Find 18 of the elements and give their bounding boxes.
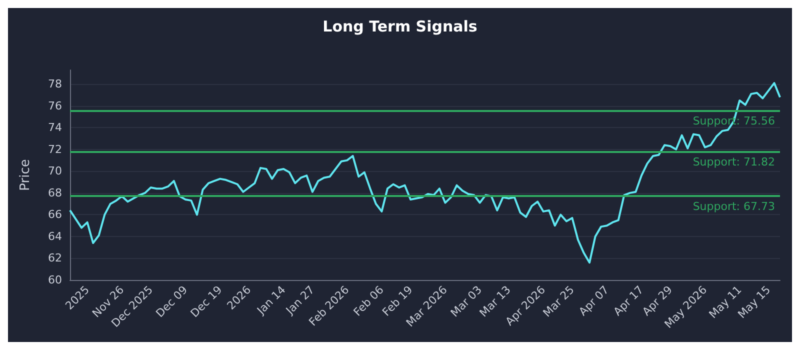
y-tick-label: 74 <box>48 121 62 134</box>
y-axis-title: Price <box>18 159 33 191</box>
line-series <box>69 82 781 264</box>
y-tick-label: 72 <box>48 142 62 156</box>
y-tick-label: 70 <box>48 164 62 178</box>
y-tick-label: 60 <box>48 274 62 286</box>
ref-line-label: Support: 71.82 <box>692 155 775 168</box>
y-tick-label: 78 <box>48 78 62 91</box>
y-tick-label: 76 <box>48 99 62 112</box>
ref-line-label: Support: 67.73 <box>692 200 775 213</box>
y-tick-label: 64 <box>48 230 62 243</box>
y-tick-label: 68 <box>48 186 62 200</box>
y-tick-label: 62 <box>48 252 62 265</box>
x-tick-label: Apr 07 <box>576 283 612 318</box>
y-tick-label: 66 <box>48 208 62 222</box>
chart-title: Long Term Signals <box>322 18 478 36</box>
x-tick-label: Dec 09 <box>153 283 190 320</box>
x-tick-label: Dec 19 <box>188 283 225 320</box>
